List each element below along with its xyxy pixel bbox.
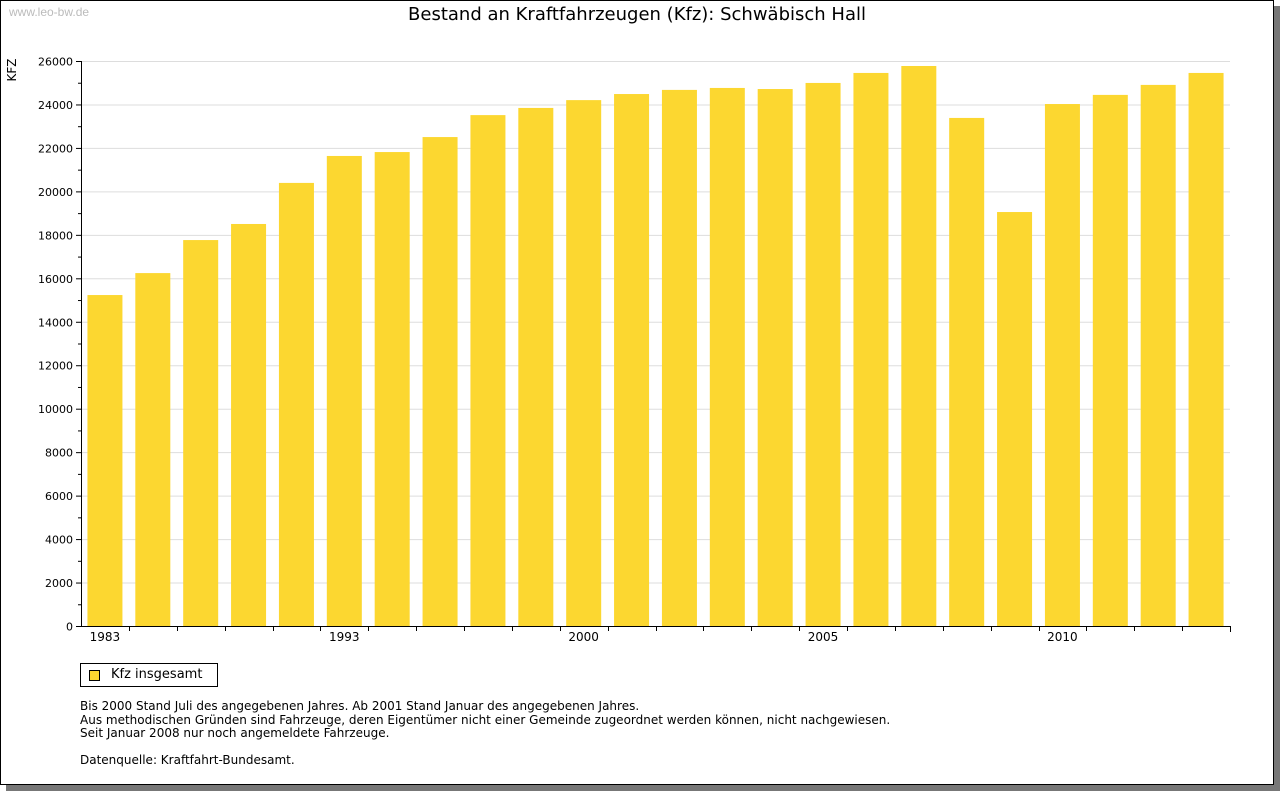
bar-2012 [1140, 84, 1176, 626]
x-tick-label: 2000 [568, 630, 599, 644]
bar-2002 [661, 89, 697, 627]
y-tick-label: 8000 [45, 447, 73, 460]
bar-2010 [1044, 104, 1080, 627]
data-source: Datenquelle: Kraftfahrt-Bundesamt. [80, 753, 295, 767]
note-line: Bis 2000 Stand Juli des angegebenen Jahr… [80, 699, 640, 713]
bar-1997 [470, 115, 506, 626]
note-line: Aus methodischen Gründen sind Fahrzeuge,… [80, 712, 891, 727]
bar-2008 [949, 117, 985, 626]
bar-1996 [422, 137, 458, 627]
y-tick-label: 10000 [38, 403, 73, 416]
y-tick-label: 26000 [38, 56, 73, 69]
bar-2001 [614, 94, 650, 627]
x-tick-label: 1993 [329, 630, 360, 644]
y-tick-label: 24000 [38, 99, 73, 112]
y-tick-label: 0 [66, 621, 73, 634]
y-tick-label: 4000 [45, 534, 73, 547]
footnotes: Bis 2000 Stand Juli des angegebenen Jahr… [80, 699, 891, 768]
bar-1985 [135, 273, 171, 626]
bar-1991 [278, 182, 314, 627]
bar-2004 [757, 89, 793, 626]
bar-2005 [805, 82, 841, 627]
bar-1989 [231, 223, 267, 626]
bar-2009 [997, 212, 1033, 626]
y-tick-label: 6000 [45, 490, 73, 503]
x-tick-label: 2010 [1047, 630, 1078, 644]
y-tick-label: 14000 [38, 316, 73, 329]
bar-1983 [87, 295, 123, 626]
y-tick-label: 2000 [45, 577, 73, 590]
bar-1998 [518, 107, 554, 626]
bar-2006 [853, 72, 889, 627]
y-tick-label: 16000 [38, 273, 73, 286]
y-tick-label: 22000 [38, 142, 73, 155]
legend: Kfz insgesamt [80, 663, 218, 687]
bar-chart: 0 2000 4000 6000 8000 10000 12000 14000 16000 180… [5, 56, 1231, 644]
chart-title: Bestand an Kraftfahrzeugen (Kfz): Schwäb… [408, 4, 866, 25]
watermark: www.leo-bw.de [9, 5, 90, 19]
note-line: Seit Januar 2008 nur noch angemeldete Fa… [80, 726, 390, 740]
bar-1987 [183, 240, 219, 627]
y-tick-label: 20000 [38, 186, 73, 199]
bar-2013 [1188, 72, 1224, 627]
bar-2000 [566, 100, 602, 627]
legend-label: Kfz insgesamt [111, 667, 203, 682]
bar-2003 [709, 87, 745, 626]
bar-1993 [326, 155, 362, 627]
legend-swatch [89, 670, 100, 681]
x-tick-label: 2005 [808, 630, 839, 644]
bar-1995 [374, 152, 410, 626]
bar-2007 [901, 65, 937, 627]
y-axis-label: KFZ [5, 59, 19, 82]
x-tick-label: 1983 [90, 630, 121, 644]
y-tick-label: 12000 [38, 360, 73, 373]
bar-2011 [1092, 94, 1128, 626]
y-tick-label: 18000 [38, 229, 73, 242]
